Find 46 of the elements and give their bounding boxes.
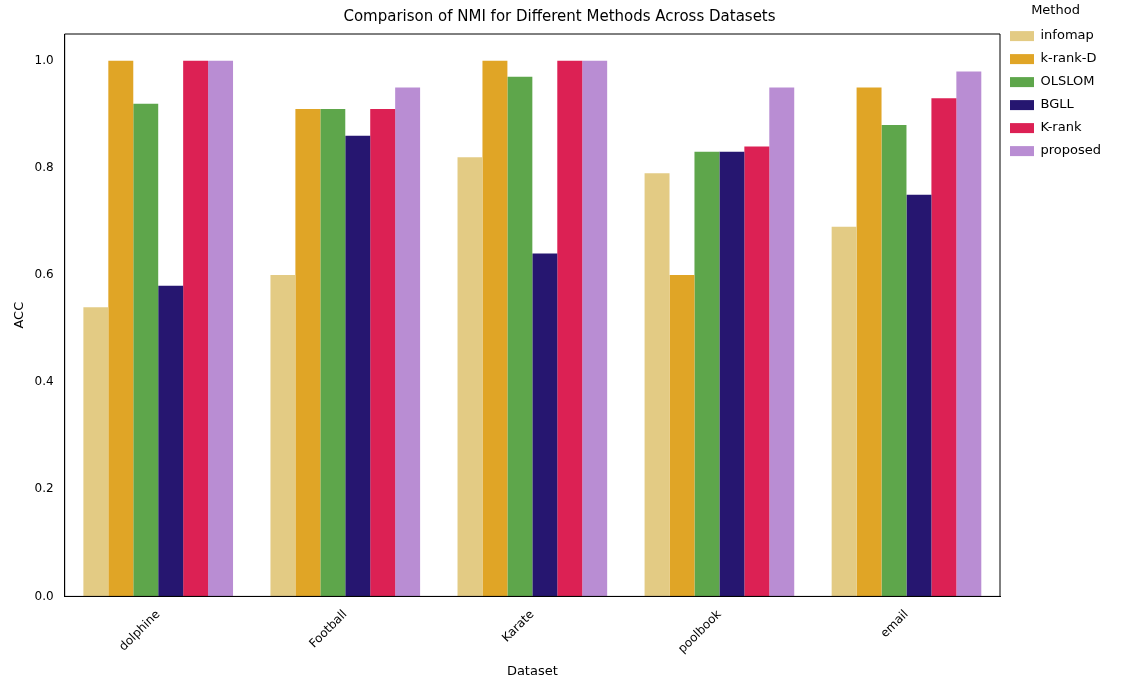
bar <box>83 307 109 597</box>
bar <box>532 253 558 597</box>
bar <box>881 125 907 597</box>
y-tick-label: 0.8 <box>34 160 54 175</box>
y-tick-label: 0.2 <box>34 481 54 496</box>
bar <box>482 60 508 597</box>
legend-label: OLSLOM <box>1040 73 1095 89</box>
bar <box>719 151 745 597</box>
bar <box>320 108 346 597</box>
bar <box>669 275 695 597</box>
legend-label: BGLL <box>1040 96 1075 112</box>
bar <box>744 146 770 597</box>
legend-label: infomap <box>1040 27 1094 43</box>
y-tick-label: 0.6 <box>34 267 54 282</box>
bar <box>108 60 134 597</box>
bar <box>557 60 583 597</box>
bar <box>906 194 932 597</box>
y-axis-title: ACC <box>11 301 27 329</box>
bar <box>158 285 184 597</box>
bar <box>370 108 396 597</box>
bar <box>295 108 321 597</box>
bar <box>133 103 159 597</box>
chart-title: Comparison of NMI for Different Methods Across Datasets <box>343 6 776 25</box>
y-tick-label: 0.4 <box>34 374 54 389</box>
bar <box>208 60 234 597</box>
legend-label: proposed <box>1040 142 1102 158</box>
bar <box>694 151 720 597</box>
bar <box>457 157 483 597</box>
legend-label: k-rank-D <box>1040 50 1097 66</box>
bar <box>270 275 296 597</box>
bar <box>183 60 209 597</box>
bar <box>644 173 670 597</box>
bar <box>395 87 421 597</box>
bar <box>856 87 882 597</box>
x-axis-title: Dataset <box>506 662 558 678</box>
bar <box>956 71 982 597</box>
bar <box>582 60 608 597</box>
y-tick-label: 0.0 <box>34 588 54 603</box>
bar <box>345 135 371 597</box>
bar <box>769 87 795 597</box>
bar <box>507 76 533 597</box>
bar <box>931 98 957 597</box>
legend-title: Method <box>1031 1 1080 17</box>
y-tick-label: 1.0 <box>34 52 54 67</box>
legend-label: K-rank <box>1040 119 1082 135</box>
bar <box>831 226 857 597</box>
